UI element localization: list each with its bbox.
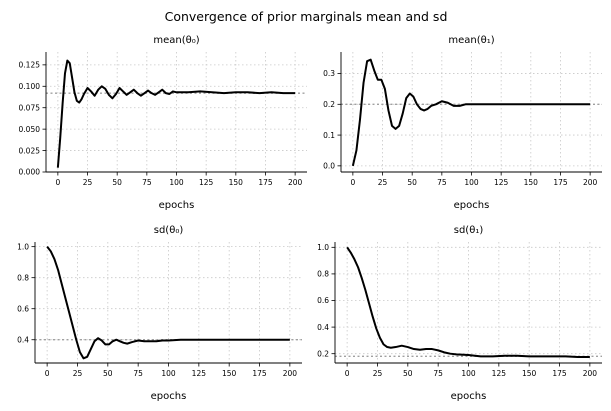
x-tick-label: 175 — [552, 369, 567, 378]
x-tick-label: 50 — [103, 369, 113, 378]
x-tick-label: 150 — [524, 178, 539, 187]
y-tick-label: 0.2 — [317, 349, 329, 358]
y-tick-label: 0.6 — [317, 296, 329, 305]
x-tick-label: 0 — [45, 369, 50, 378]
x-tick-label: 175 — [252, 369, 267, 378]
x-tick-label: 200 — [283, 369, 298, 378]
y-tick-label: 0.2 — [323, 100, 335, 109]
x-tick-label: 50 — [403, 369, 413, 378]
x-tick-label: 200 — [583, 369, 598, 378]
x-tick-label: 25 — [83, 178, 93, 187]
panel-title: sd(θ₀) — [154, 225, 184, 236]
x-tick-label: 25 — [378, 178, 388, 187]
panel-title: mean(θ₀) — [153, 35, 199, 46]
x-tick-label: 0 — [350, 178, 355, 187]
y-tick-label: 0.3 — [323, 69, 335, 78]
panel-3: 0 25 50 75 100 125 150 175 200 0.2 0.4 0.6 0.8 1.0 sd(… — [317, 225, 602, 402]
x-tick-label: 100 — [161, 369, 176, 378]
y-tick-label: 0.025 — [19, 146, 41, 155]
x-tick-label: 50 — [112, 178, 122, 187]
x-axis-label: epochs — [159, 200, 195, 211]
y-tick-label: 0.1 — [323, 131, 335, 140]
y-tick-label: 0.4 — [17, 335, 29, 344]
x-tick-label: 25 — [73, 369, 83, 378]
series-line — [351, 58, 591, 167]
x-axis-label: epochs — [454, 200, 490, 211]
series-line — [46, 246, 290, 360]
series-line — [346, 246, 590, 359]
x-tick-label: 125 — [199, 178, 214, 187]
x-axis-label: epochs — [451, 391, 487, 402]
x-tick-label: 100 — [464, 178, 479, 187]
y-tick-label: 0.100 — [19, 82, 41, 91]
x-tick-label: 100 — [169, 178, 184, 187]
y-tick-label: 1.0 — [317, 243, 329, 252]
x-tick-label: 25 — [373, 369, 383, 378]
y-tick-label: 0.125 — [19, 61, 41, 70]
x-tick-label: 0 — [55, 178, 60, 187]
x-tick-label: 200 — [288, 178, 303, 187]
x-tick-label: 150 — [222, 369, 237, 378]
y-tick-label: 0.8 — [317, 270, 329, 279]
x-tick-label: 175 — [258, 178, 273, 187]
x-tick-label: 200 — [583, 178, 598, 187]
y-tick-label: 1.0 — [17, 242, 29, 251]
panel-2: 0 25 50 75 100 125 150 175 200 0.4 0.6 0.8 1.0 sd(θ₀)… — [17, 225, 302, 402]
y-tick-label: 0.050 — [19, 125, 41, 134]
x-tick-label: 0 — [345, 369, 350, 378]
x-tick-label: 100 — [461, 369, 476, 378]
y-tick-label: 0.000 — [19, 168, 41, 177]
x-tick-label: 125 — [494, 178, 509, 187]
y-tick-label: 0.6 — [17, 304, 29, 313]
x-tick-label: 50 — [407, 178, 417, 187]
x-tick-label: 75 — [437, 178, 447, 187]
panel-0: 0 25 50 75 100 125 150 175 200 0.000 0.025 0.050 0.0… — [19, 35, 307, 211]
x-tick-label: 75 — [133, 369, 143, 378]
x-tick-label: 125 — [192, 369, 207, 378]
y-tick-label: 0.0 — [323, 162, 335, 171]
x-tick-label: 175 — [553, 178, 568, 187]
y-tick-label: 0.4 — [317, 323, 329, 332]
x-tick-label: 75 — [142, 178, 152, 187]
y-tick-label: 0.8 — [17, 273, 29, 282]
x-tick-label: 75 — [433, 369, 443, 378]
panel-title: mean(θ₁) — [448, 35, 494, 46]
figure-title: Convergence of prior marginals mean and … — [165, 9, 448, 24]
series-line — [56, 59, 296, 168]
y-tick-label: 0.075 — [19, 103, 41, 112]
panel-1: 0 25 50 75 100 125 150 175 200 0.0 0.1 0.2 0.3 mean(θ… — [323, 35, 602, 211]
x-tick-label: 150 — [229, 178, 244, 187]
x-tick-label: 150 — [522, 369, 537, 378]
x-tick-label: 125 — [492, 369, 507, 378]
x-axis-label: epochs — [151, 391, 187, 402]
panel-title: sd(θ₁) — [454, 225, 484, 236]
